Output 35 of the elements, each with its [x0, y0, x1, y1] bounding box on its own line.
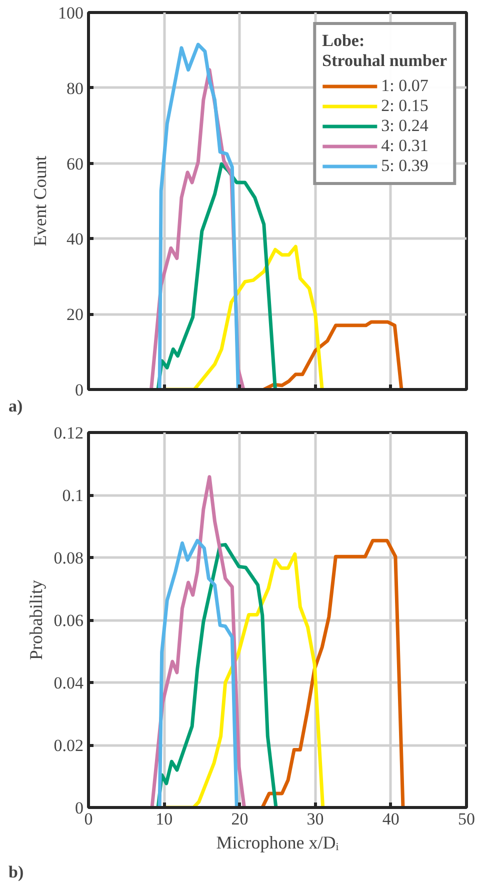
y-tick-label: 0.06: [54, 611, 84, 630]
y-tick-label: 60: [66, 154, 84, 174]
text: b): [8, 862, 24, 882]
line-series: [158, 538, 238, 808]
y-tick-label: 100: [58, 4, 84, 22]
line-series: [156, 542, 278, 808]
line-series: [156, 162, 277, 390]
x-tick-label: 40: [382, 810, 400, 828]
y-axis-title: Probability: [26, 580, 46, 660]
legend-label: 3: 0.24: [381, 116, 428, 136]
line-series: [260, 538, 405, 808]
x-tick-label: 50: [458, 810, 475, 828]
legend-title: Lobe: Strouhal number: [322, 31, 447, 71]
y-tick-label: 40: [66, 230, 84, 249]
x-tick-label: 10: [156, 810, 173, 828]
line-series: [150, 475, 246, 808]
y-tick-label: 0.02: [54, 736, 84, 755]
legend-label: 5: 0.39: [381, 156, 428, 176]
x-tick-label: 30: [306, 810, 324, 828]
y-tick-label: 0.08: [54, 548, 84, 568]
x-tick-label: 20: [231, 810, 248, 828]
legend-label: 2: 0.15: [381, 96, 428, 116]
y-axis-title: Event Count: [30, 156, 50, 246]
legend-label: 4: 0.31: [381, 136, 428, 156]
y-tick-label: 20: [66, 305, 84, 324]
y-tick-label: 0: [75, 380, 84, 400]
y-tick-label: 80: [66, 78, 84, 98]
y-tick-label: 0.04: [54, 674, 84, 692]
legend-label: 1: 0.07: [381, 76, 428, 96]
line-series: [158, 42, 240, 390]
y-tick-label: 0.12: [54, 424, 84, 442]
x-axis-title: Microphone x/Dᵢ: [216, 832, 339, 852]
y-tick-label: 0.1: [62, 486, 84, 505]
line-series: [262, 320, 404, 390]
text: a): [8, 396, 23, 416]
